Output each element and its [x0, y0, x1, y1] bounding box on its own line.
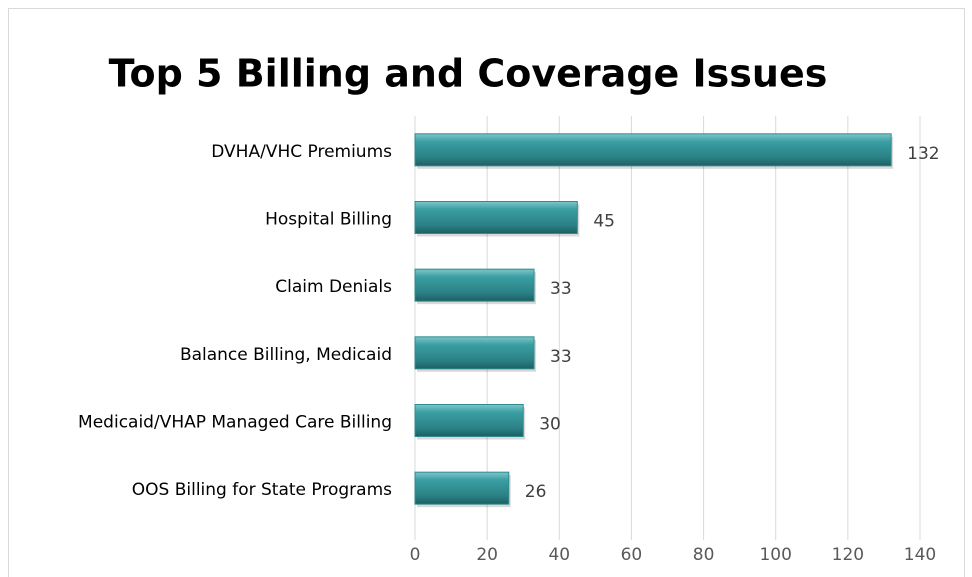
x-tick-label: 80: [693, 545, 715, 565]
y-tick-label: OOS Billing for State Programs: [132, 480, 392, 500]
x-tick-label: 20: [476, 545, 498, 565]
bar: [414, 268, 535, 302]
x-tick-label: 100: [759, 545, 791, 565]
data-label: 33: [550, 347, 572, 367]
bar: [414, 133, 892, 167]
data-label: 33: [550, 279, 572, 299]
x-tick-label: 120: [832, 545, 864, 565]
bar: [414, 404, 524, 437]
x-tick-label: 0: [410, 545, 421, 565]
y-tick-label: Hospital Billing: [265, 210, 392, 230]
bar: [414, 471, 510, 505]
bar: [414, 201, 578, 234]
y-tick-label: Medicaid/VHAP Managed Care Billing: [78, 413, 392, 433]
x-tick-label: 60: [621, 545, 643, 565]
bar: [414, 336, 535, 370]
data-label: 132: [907, 144, 939, 164]
x-tick-label: 40: [548, 545, 570, 565]
data-label: 30: [539, 415, 561, 435]
chart-title: Top 5 Billing and Coverage Issues: [109, 52, 828, 96]
data-label: 45: [593, 212, 615, 232]
x-tick-label: 140: [904, 545, 936, 565]
y-tick-label: Claim Denials: [275, 277, 392, 297]
y-tick-label: Balance Billing, Medicaid: [180, 345, 392, 365]
data-label: 26: [525, 482, 547, 502]
y-tick-label: DVHA/VHC Premiums: [211, 142, 392, 162]
